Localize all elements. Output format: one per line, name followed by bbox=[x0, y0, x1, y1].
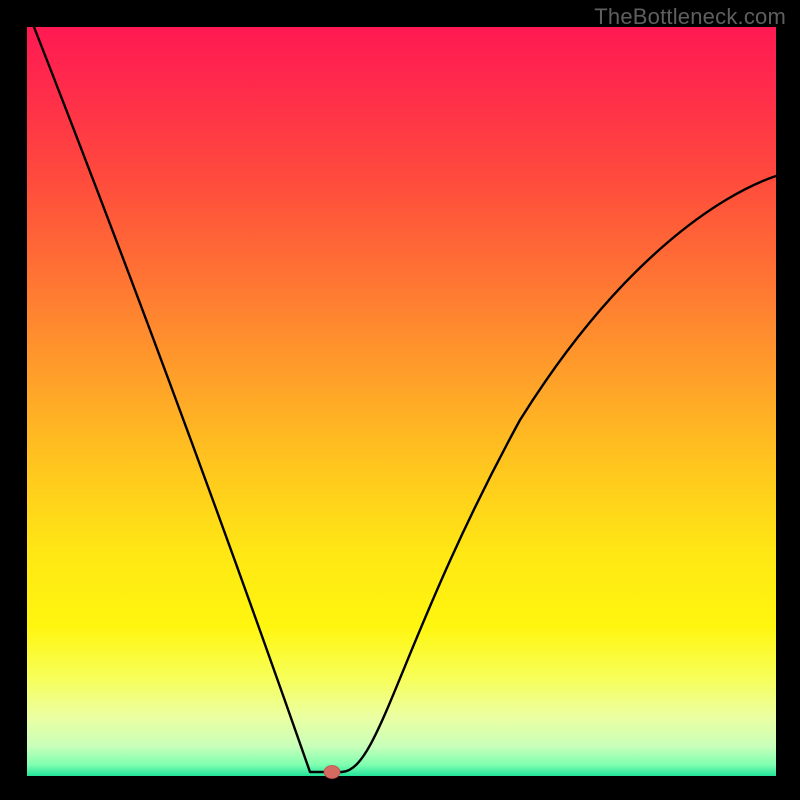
apex-marker bbox=[324, 766, 340, 779]
chart-root: TheBottleneck.com bbox=[0, 0, 800, 800]
gradient-background bbox=[27, 27, 776, 776]
watermark-label: TheBottleneck.com bbox=[594, 4, 786, 30]
chart-svg bbox=[0, 0, 800, 800]
plot-area bbox=[0, 0, 800, 800]
